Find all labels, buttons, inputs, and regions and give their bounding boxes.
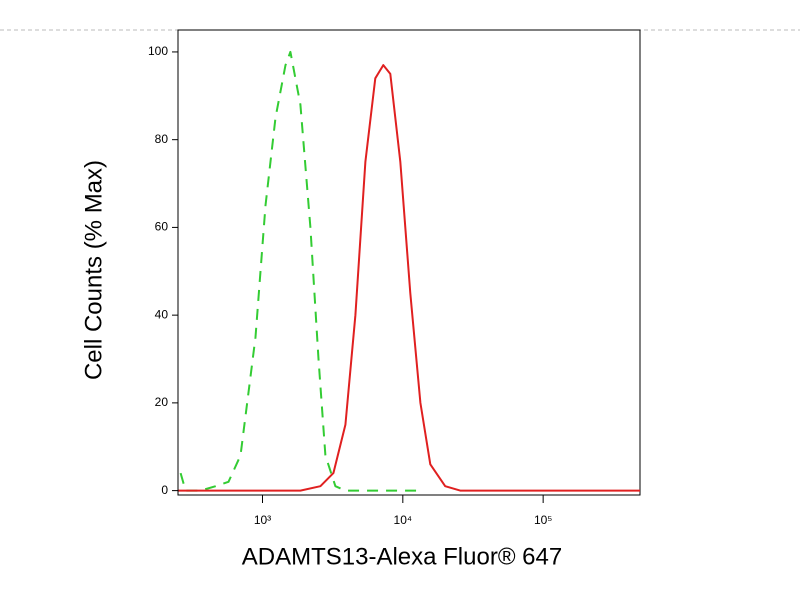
y-tick-label: 0 [161,483,168,497]
x-tick-label: 10³ [254,513,271,527]
x-tick-label: 10⁵ [534,513,552,527]
y-tick-label: 60 [155,220,169,234]
y-tick-label: 100 [148,44,168,58]
y-tick-label: 80 [155,132,169,146]
y-tick-label: 40 [155,307,169,321]
x-tick-label: 10⁴ [394,513,413,527]
plot-frame [177,29,641,496]
x-axis-title: ADAMTS13-Alexa Fluor® 647 [242,543,562,570]
histogram-line [178,64,640,492]
y-tick-label: 20 [155,395,169,409]
y-axis-title: Cell Counts (% Max) [80,160,107,380]
histogram-line [179,50,421,492]
